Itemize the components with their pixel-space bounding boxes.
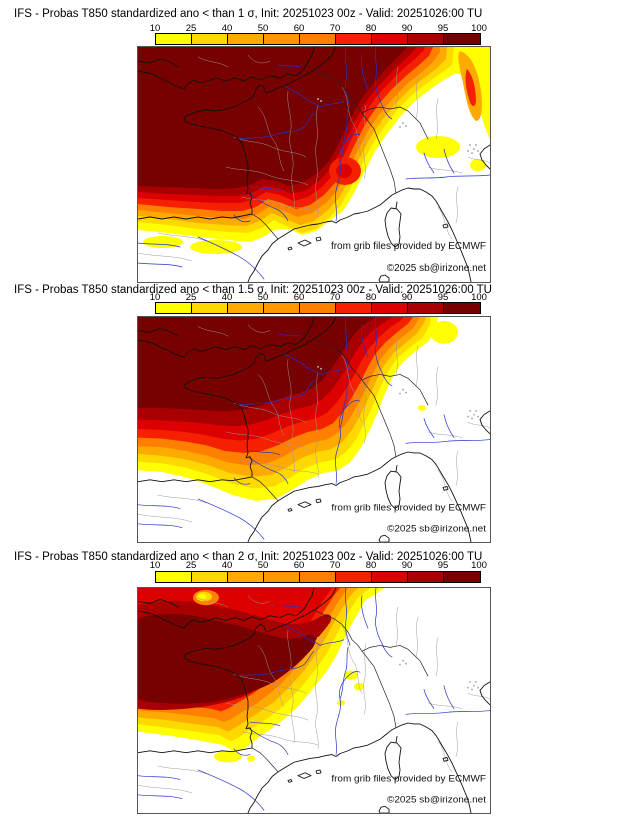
colorbar-segment	[192, 34, 228, 44]
colorbar-tick-label: 25	[185, 23, 197, 34]
colorbar-tick-label: 50	[257, 23, 269, 34]
colorbar-tick-label: 60	[293, 292, 305, 303]
colorbar	[155, 33, 481, 45]
colorbar-tick-label: 90	[401, 292, 413, 303]
colorbar-segment	[264, 34, 300, 44]
colorbar-segment	[336, 34, 372, 44]
colorbar-segment	[228, 34, 264, 44]
colorbar-segment	[156, 34, 192, 44]
colorbar-tick-label: 100	[471, 292, 487, 303]
panel1-title: IFS - Probas T850 standardized ano < tha…	[14, 8, 483, 20]
colorbar-segment	[300, 303, 336, 313]
map-credit-ecmwf: from grib files provided by ECMWF	[331, 241, 486, 252]
colorbar-segment	[444, 34, 480, 44]
colorbar-segment	[192, 303, 228, 313]
colorbar-ticks: 10 25 40 50 60 70 80 90 95 100	[150, 560, 487, 571]
colorbar-tick-label: 60	[293, 560, 305, 571]
colorbar-segment	[228, 303, 264, 313]
colorbar-tick-label: 10	[149, 560, 161, 571]
colorbar-tick-label: 70	[329, 292, 341, 303]
colorbar	[155, 571, 481, 583]
colorbar-tick-label: 70	[329, 560, 341, 571]
probability-field	[138, 588, 384, 763]
colorbar-tick-label: 80	[365, 560, 377, 571]
colorbar-tick-label: 95	[437, 23, 449, 34]
colorbar-tick-label: 90	[401, 560, 413, 571]
colorbar-segment	[336, 303, 372, 313]
colorbar-tick-label: 100	[471, 560, 487, 571]
colorbar-segment	[372, 572, 408, 582]
map-1.5sigma: from grib files provided by ECMWF ©2025 …	[137, 316, 491, 543]
colorbar-segment	[408, 572, 444, 582]
colorbar-tick-label: 50	[257, 292, 269, 303]
colorbar-segment	[192, 572, 228, 582]
colorbar-segment	[264, 303, 300, 313]
map-credit-ecmwf: from grib files provided by ECMWF	[331, 503, 486, 514]
colorbar	[155, 302, 481, 314]
colorbar-segment	[300, 572, 336, 582]
colorbar-tick-label: 40	[221, 23, 233, 34]
probability-field	[138, 47, 490, 254]
colorbar-segment	[264, 572, 300, 582]
colorbar-segment	[336, 572, 372, 582]
colorbar-segment	[228, 572, 264, 582]
colorbar-segment	[156, 303, 192, 313]
map-credit-ecmwf: from grib files provided by ECMWF	[331, 774, 486, 785]
colorbar-tick-label: 40	[221, 560, 233, 571]
colorbar-tick-label: 70	[329, 23, 341, 34]
colorbar-segment	[408, 303, 444, 313]
colorbar-tick-label: 10	[149, 23, 161, 34]
colorbar-tick-label: 25	[185, 292, 197, 303]
colorbar-segment	[156, 572, 192, 582]
colorbar-segment	[408, 34, 444, 44]
panel2-title: IFS - Probas T850 standardized ano < tha…	[14, 284, 492, 296]
colorbar-tick-label: 60	[293, 23, 305, 34]
colorbar-segment	[444, 303, 480, 313]
colorbar-tick-label: 40	[221, 292, 233, 303]
map-1sigma: from grib files provided by ECMWF ©2025 …	[137, 46, 491, 283]
map-credit-copyright: ©2025 sb@irizone.net	[387, 524, 486, 535]
map-credit-copyright: ©2025 sb@irizone.net	[387, 263, 486, 274]
panel3-title: IFS - Probas T850 standardized ano < tha…	[14, 551, 483, 563]
colorbar-segment	[372, 303, 408, 313]
colorbar-segment	[372, 34, 408, 44]
colorbar-tick-label: 90	[401, 23, 413, 34]
colorbar-ticks: 10 25 40 50 60 70 80 90 95 100	[150, 292, 487, 303]
map-2sigma: from grib files provided by ECMWF ©2025 …	[137, 587, 491, 814]
colorbar-tick-label: 50	[257, 560, 269, 571]
colorbar-tick-label: 80	[365, 23, 377, 34]
colorbar-tick-label: 100	[471, 23, 487, 34]
colorbar-tick-label: 95	[437, 560, 449, 571]
colorbar-ticks: 10 25 40 50 60 70 80 90 95 100	[150, 23, 487, 34]
map-credit-copyright: ©2025 sb@irizone.net	[387, 795, 486, 806]
colorbar-tick-label: 95	[437, 292, 449, 303]
colorbar-segment	[444, 572, 480, 582]
probability-field	[138, 317, 458, 501]
colorbar-tick-label: 25	[185, 560, 197, 571]
colorbar-segment	[300, 34, 336, 44]
colorbar-tick-label: 80	[365, 292, 377, 303]
colorbar-tick-label: 10	[149, 292, 161, 303]
